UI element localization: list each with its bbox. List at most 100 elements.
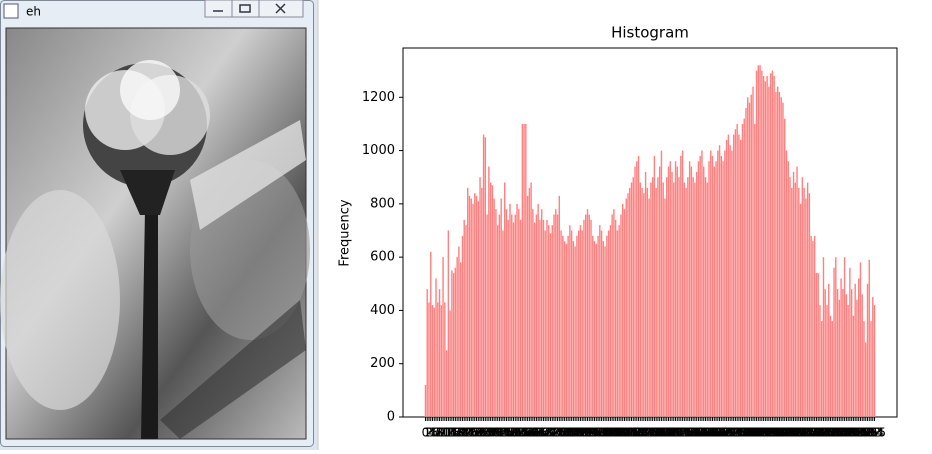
- x-tick-label: 177: [726, 426, 749, 440]
- x-tick-label: 93: [582, 426, 597, 440]
- x-tick-label: 120: [625, 426, 648, 440]
- bar: [759, 65, 761, 417]
- bar: [599, 225, 601, 417]
- bar: [706, 182, 708, 417]
- bar: [831, 321, 833, 417]
- bar: [687, 177, 689, 417]
- x-tick-label: 199: [764, 426, 787, 440]
- bar: [519, 219, 522, 417]
- x-tick-label: 182: [735, 426, 758, 440]
- x-tick-label: 17: [448, 426, 463, 440]
- bar: [780, 97, 782, 417]
- x-tick-label: 97: [589, 426, 604, 440]
- bar: [493, 198, 495, 417]
- bar: [518, 209, 520, 417]
- bar: [463, 219, 465, 417]
- bar: [585, 214, 587, 417]
- x-tick-label: 90: [576, 426, 591, 440]
- bar: [540, 209, 543, 417]
- x-tick-label: 61: [525, 426, 540, 440]
- x-tick-label: 24: [460, 426, 475, 440]
- maximize-button[interactable]: [231, 0, 260, 18]
- x-tick-label: 232: [823, 426, 846, 440]
- bar: [688, 161, 691, 417]
- bar: [741, 123, 744, 418]
- x-tick-label: 157: [691, 426, 714, 440]
- bar: [664, 198, 666, 417]
- bar: [722, 161, 724, 417]
- bar: [431, 305, 434, 417]
- bar: [569, 225, 571, 417]
- bar: [502, 230, 504, 417]
- x-tick-label: 209: [782, 426, 805, 440]
- bar: [699, 155, 701, 417]
- bar: [819, 305, 821, 417]
- y-axis-label: Frequency: [338, 199, 353, 266]
- x-tick-label: 76: [552, 426, 567, 440]
- x-tick-label: 248: [851, 426, 874, 440]
- x-tick-label: 59: [522, 426, 537, 440]
- bar: [630, 182, 633, 417]
- bar: [451, 270, 453, 417]
- x-tick-label: 62: [527, 426, 542, 440]
- x-tick-label: 81: [560, 426, 575, 440]
- x-tick-label: 30: [471, 426, 486, 440]
- x-tick-label: 51: [508, 426, 523, 440]
- x-tick-label: 181: [733, 426, 756, 440]
- x-tick-label: 240: [837, 426, 860, 440]
- x-tick-label: 47: [501, 426, 516, 440]
- x-tick-label: 21: [455, 426, 470, 440]
- x-tick-label: 100: [590, 426, 613, 440]
- bar: [470, 198, 472, 417]
- bar: [586, 209, 589, 417]
- bar: [704, 177, 707, 417]
- bar: [865, 342, 867, 417]
- x-tick-label: 82: [562, 426, 577, 440]
- bar: [479, 177, 481, 417]
- x-tick-label: 68: [538, 426, 553, 440]
- bar: [424, 385, 427, 417]
- bar: [486, 214, 488, 417]
- x-tick-label: 35: [479, 426, 494, 440]
- x-tick-label: 63: [529, 426, 544, 440]
- x-tick-label: 211: [786, 426, 809, 440]
- bar: [738, 134, 740, 418]
- x-tick-label: 69: [539, 426, 554, 440]
- x-tick-label: 193: [754, 426, 777, 440]
- bar: [805, 198, 807, 417]
- bar: [824, 289, 826, 417]
- bar: [724, 150, 726, 417]
- x-tick-label: 12: [439, 426, 454, 440]
- bar: [695, 171, 698, 417]
- image: [0, 27, 310, 440]
- bar: [748, 102, 751, 418]
- bar: [447, 230, 450, 417]
- x-tick-label: 33: [476, 426, 491, 440]
- bar: [496, 225, 499, 417]
- x-tick-label: 124: [632, 426, 655, 440]
- bar: [842, 289, 844, 417]
- x-tick-label: 136: [654, 426, 677, 440]
- x-tick-label: 92: [580, 426, 595, 440]
- x-tick-label: 7: [434, 426, 442, 440]
- bar: [602, 241, 605, 417]
- bar: [629, 187, 631, 417]
- bar: [798, 187, 800, 417]
- x-tick-label: 155: [687, 426, 710, 440]
- x-tick-label: 94: [583, 426, 598, 440]
- x-tick-label: 57: [518, 426, 533, 440]
- x-tick-label: 244: [844, 426, 867, 440]
- bar: [532, 209, 534, 417]
- bar: [611, 214, 613, 417]
- bar: [475, 195, 478, 417]
- bar: [570, 230, 573, 417]
- bar: [634, 166, 636, 417]
- bar: [757, 65, 760, 417]
- x-tick-label: 37: [483, 426, 498, 440]
- bar: [636, 161, 638, 417]
- x-tick-label: 86: [569, 426, 584, 440]
- x-tick-label: 89: [575, 426, 590, 440]
- x-tick-label: 77: [553, 426, 568, 440]
- minimize-button[interactable]: [204, 0, 233, 18]
- x-tick-label: 175: [722, 426, 745, 440]
